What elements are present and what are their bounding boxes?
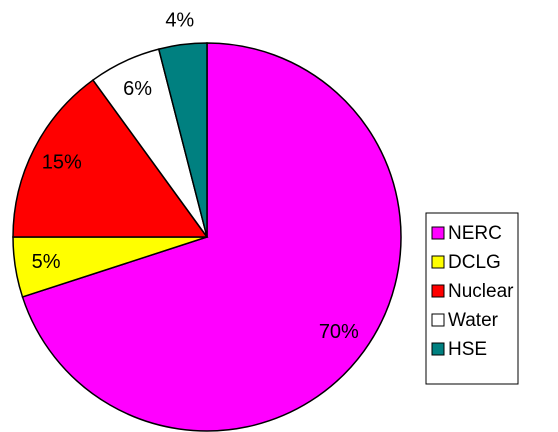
pie-slice [12, 79, 209, 238]
data-label: 15% [42, 151, 82, 173]
pie-slice [157, 42, 208, 238]
data-label: 6% [123, 78, 152, 100]
data-label: 5% [32, 251, 61, 273]
legend-label: NERC [448, 223, 502, 244]
legend-swatch [431, 226, 445, 240]
pie-slice [21, 42, 402, 432]
legend-label: DCLG [448, 252, 501, 273]
data-label: 4% [165, 10, 194, 32]
data-label: 70% [319, 321, 359, 343]
legend-swatch [431, 342, 445, 356]
legend-swatch [431, 255, 445, 269]
legend: NERC DCLG Nuclear Water HSE [425, 212, 519, 385]
legend-label: HSE [448, 339, 487, 360]
legend-label: Water [448, 310, 499, 331]
legend-swatch [431, 313, 445, 327]
legend-label: Nuclear [448, 281, 514, 302]
legend-swatch [431, 284, 445, 298]
